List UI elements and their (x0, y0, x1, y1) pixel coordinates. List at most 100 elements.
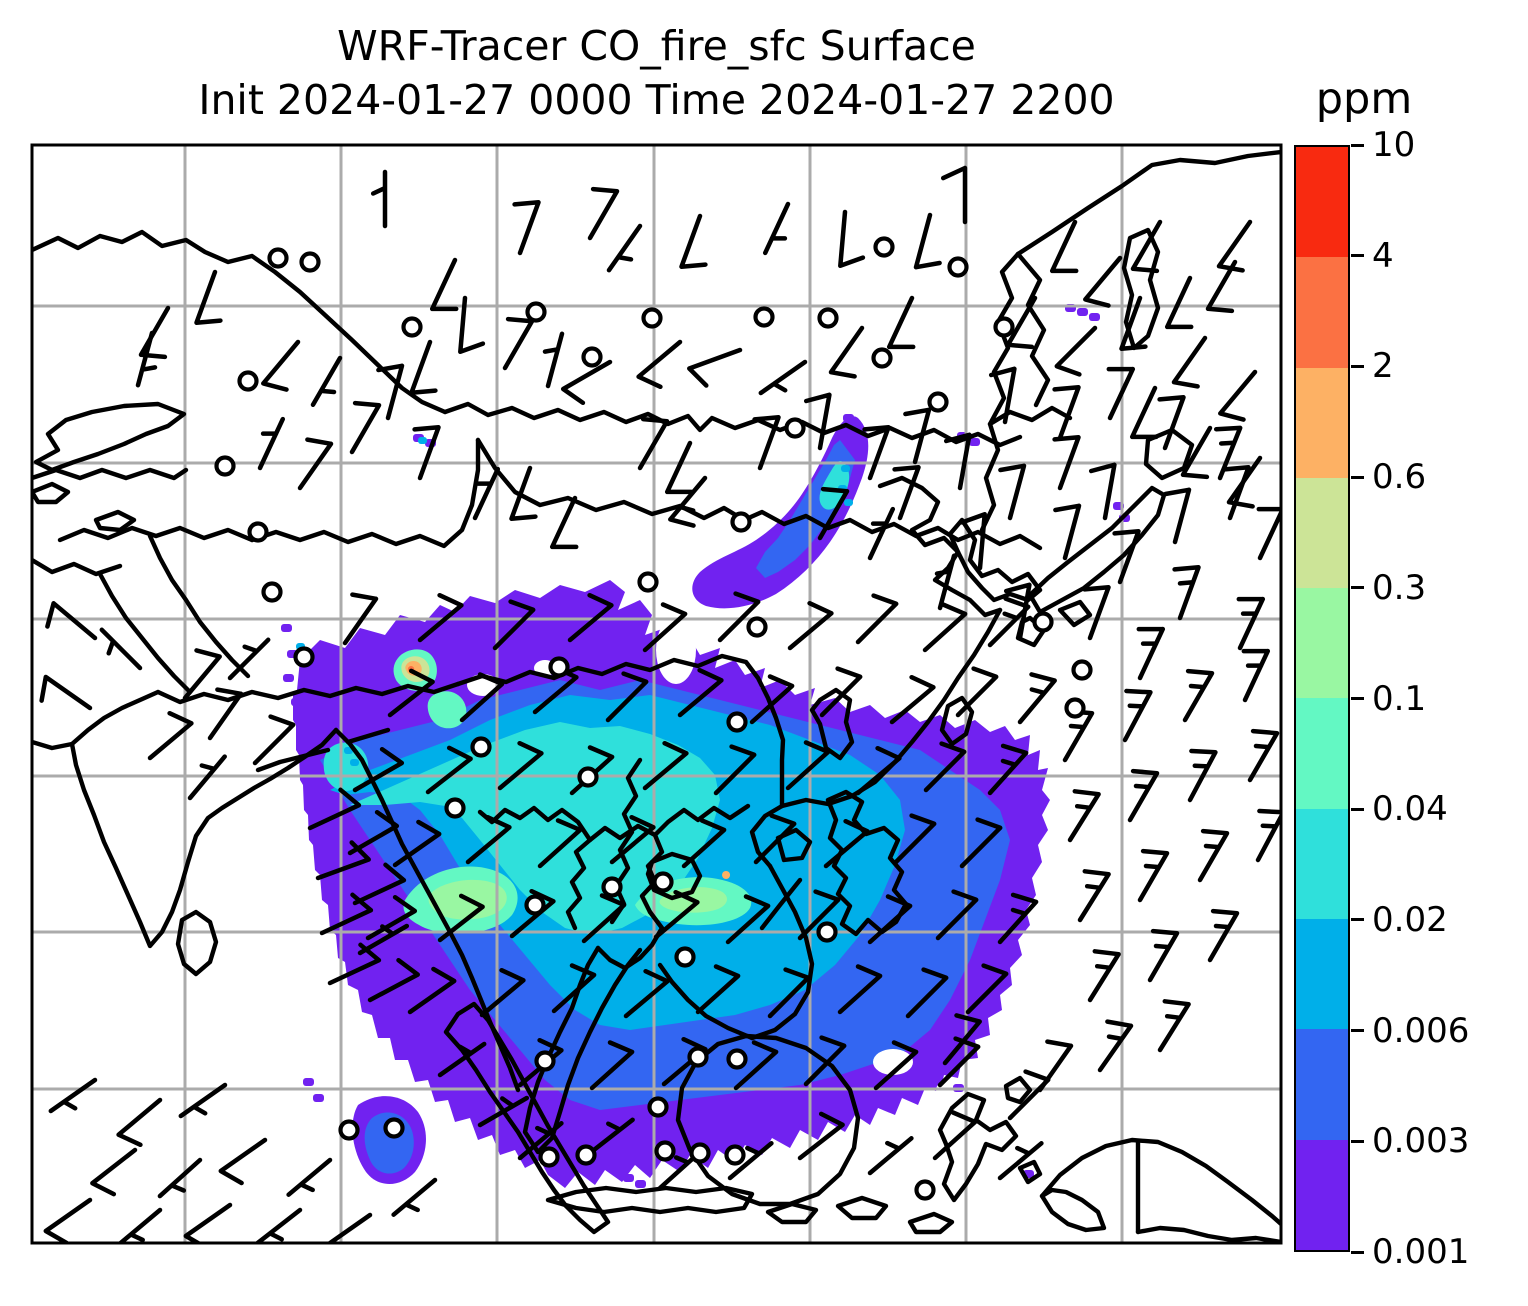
wind-barb (642, 740, 689, 791)
wind-barb (376, 363, 405, 421)
calm-wind-circle (746, 616, 768, 638)
birds-head-peninsula (1039, 1187, 1107, 1233)
wind-barb (326, 1212, 373, 1243)
calm-wind-circle (247, 521, 269, 543)
calm-wind-circle (293, 646, 315, 668)
wind-barb (412, 425, 441, 481)
wind-barb (762, 201, 791, 256)
wind-barb (542, 331, 565, 389)
wind-barb (581, 893, 627, 944)
wind-barb (551, 963, 597, 1014)
colorbar-tick-label: 0.006 (1372, 1010, 1470, 1051)
wind-barb (922, 602, 968, 653)
new-guinea-north-coast (1039, 1137, 1281, 1227)
wind-barb (1005, 295, 1038, 350)
wind-barb (257, 416, 286, 471)
wind-barb (477, 1095, 530, 1128)
wind-barb (1241, 648, 1271, 703)
wind-barb (749, 674, 795, 725)
calm-wind-circle (927, 391, 949, 413)
calm-wind-circle (444, 797, 466, 819)
plume-hole (873, 1049, 913, 1075)
calm-wind-circle (267, 247, 289, 269)
colorbar-unit-label: ppm (1315, 74, 1413, 124)
colorbar-tick-label: 0.003 (1372, 1121, 1470, 1162)
wind-barb (623, 968, 670, 1019)
wind-barbs (39, 165, 1281, 1243)
calm-wind-circle (652, 871, 674, 893)
calm-wind-circle (654, 1140, 676, 1162)
wind-barb (537, 818, 583, 869)
wind-barb (1197, 828, 1230, 883)
bhutan-line (345, 727, 391, 745)
wind-barb (862, 425, 891, 481)
wind-barb (797, 1111, 845, 1161)
figure-subtitle-init-valid-time: Init 2024-01-27 0000 Time 2024-01-27 220… (198, 76, 1115, 124)
wind-barb (609, 814, 656, 865)
wind-barb (1157, 395, 1186, 451)
calm-wind-circle (674, 946, 696, 968)
calm-wind-circle (726, 1048, 748, 1070)
calm-wind-circle (470, 736, 492, 758)
plume-fleck (1089, 313, 1100, 321)
tonle-sap-loop (645, 851, 703, 901)
colorbar-tick-label: 0.001 (1372, 1232, 1470, 1272)
wind-barb (940, 165, 968, 225)
wind-barb (943, 432, 972, 491)
calm-wind-circle (730, 511, 752, 533)
calm-wind-circle (641, 307, 663, 329)
wind-barb (286, 1157, 333, 1197)
wind-barb (905, 967, 949, 1019)
calm-wind-circle (871, 347, 893, 369)
wind-barb (1205, 259, 1238, 314)
calm-wind-circle (581, 346, 603, 368)
calm-wind-circle (401, 316, 423, 338)
central-asia-border-5 (97, 571, 193, 695)
wind-barb (1112, 529, 1141, 585)
wind-barb (472, 466, 501, 521)
wind-barb (1164, 275, 1194, 330)
plume-fleck-cyan (344, 747, 353, 754)
co-plume-mint-3 (427, 691, 467, 729)
wind-barb (932, 1110, 978, 1161)
colorbar-tick (1351, 254, 1364, 258)
wind-barb (116, 1097, 163, 1148)
wind-barb (606, 223, 643, 273)
wind-barb (823, 818, 870, 869)
russia-nw-border (32, 229, 448, 415)
wind-barb (803, 1035, 847, 1087)
wind-barb (855, 593, 899, 645)
colorbar-band (1296, 1029, 1348, 1140)
wind-barb (458, 295, 486, 355)
central-asia-border-3 (32, 557, 123, 577)
wind-barb (429, 257, 459, 312)
calm-wind-circle (338, 1119, 360, 1141)
calm-wind-circle (1071, 659, 1093, 681)
wind-barb (934, 553, 957, 611)
wind-barb (1182, 668, 1215, 723)
plume-fleck (635, 1180, 646, 1188)
wind-barb (959, 817, 1003, 869)
wind-barb (997, 1141, 1044, 1181)
tatar-strait-coast (979, 251, 1021, 533)
calm-wind-circle (817, 307, 839, 329)
central-asia-border-4 (147, 533, 251, 679)
wind-barb (1049, 219, 1079, 274)
wind-barb (1067, 789, 1101, 843)
wind-barb (589, 1040, 635, 1091)
calm-wind-circle (524, 894, 546, 916)
indochina-border-3 (477, 805, 593, 843)
wind-barb (935, 889, 979, 941)
india-coast (32, 727, 339, 949)
calm-wind-circle (1032, 611, 1054, 633)
wind-barb (587, 186, 620, 241)
colorbar-band (1296, 367, 1348, 478)
wind-barb (752, 415, 781, 471)
wind-barb (1127, 768, 1160, 823)
calm-wind-circle (577, 766, 599, 788)
wind-barb (297, 437, 334, 491)
wind-barb (1007, 1069, 1051, 1121)
wind-barb (327, 942, 382, 986)
shikoku-island (1057, 599, 1093, 628)
wind-barb (1147, 928, 1180, 983)
